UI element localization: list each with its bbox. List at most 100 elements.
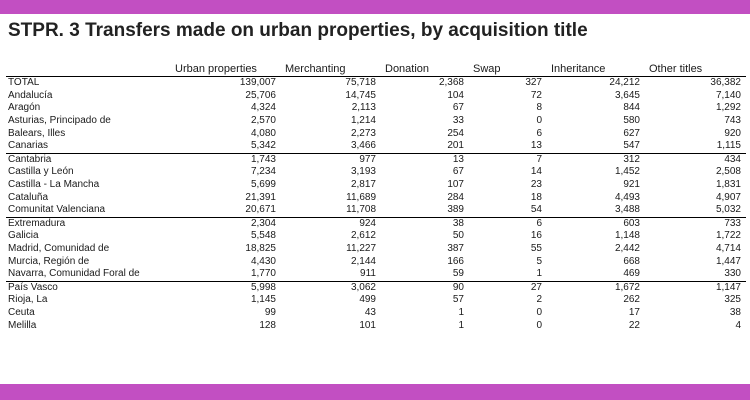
value-cell: 2,442 bbox=[614, 243, 640, 255]
value-cell: 38 bbox=[729, 306, 741, 318]
value-cell: 254 bbox=[447, 127, 464, 139]
header-cell: Donation bbox=[381, 62, 469, 77]
region-cell: Murcia, Región de bbox=[8, 255, 90, 267]
value-cell: 2 bbox=[536, 294, 542, 306]
value-cell: 387 bbox=[447, 243, 464, 255]
value-cell: 0 bbox=[536, 306, 542, 318]
value-cell: 844 bbox=[623, 102, 640, 114]
table-row: Murcia, Región de 4,430 2,144 166 5 668 1,447 bbox=[6, 255, 746, 268]
value-cell: 24,212 bbox=[609, 77, 640, 89]
value-cell: 262 bbox=[623, 294, 640, 306]
value-cell: 1,672 bbox=[547, 280, 645, 295]
table-row: Comunitat Valenciana 20,671 11,708 389 54 3,4… bbox=[6, 204, 746, 217]
value-cell: 924 bbox=[281, 216, 381, 231]
value-cell: 325 bbox=[724, 294, 741, 306]
value-cell: 22 bbox=[628, 319, 640, 331]
value-cell: 547 bbox=[623, 140, 640, 152]
value-cell: 2,570 bbox=[250, 115, 276, 127]
value-cell: 14,745 bbox=[345, 89, 376, 101]
value-cell: 1,452 bbox=[614, 166, 640, 178]
value-cell: 7 bbox=[469, 152, 547, 167]
region-cell: País Vasco bbox=[6, 280, 171, 295]
value-cell: 13 bbox=[530, 140, 542, 152]
region-cell: Canarias bbox=[8, 140, 49, 152]
region-cell: Andalucía bbox=[8, 89, 53, 101]
value-cell: 21,391 bbox=[245, 191, 276, 203]
value-cell: 7,140 bbox=[715, 89, 741, 101]
table-row: Cantabria 1,743 977 13 7 312 434 bbox=[6, 152, 746, 167]
header-row: Urban properties Merchanting Donation Sw… bbox=[6, 62, 746, 77]
value-cell: 1,214 bbox=[350, 115, 376, 127]
header-cell: Merchanting bbox=[281, 62, 381, 77]
table-row: Cataluña 21,391 11,689 284 18 4,493 4,907 bbox=[6, 191, 746, 204]
value-cell: 3,645 bbox=[614, 89, 640, 101]
value-cell: 2,304 bbox=[171, 216, 281, 231]
region-cell: Asturias, Principado de bbox=[8, 115, 111, 127]
region-cell: Madrid, Comunidad de bbox=[8, 243, 110, 255]
value-cell: 3,193 bbox=[350, 166, 376, 178]
value-cell: 2,273 bbox=[350, 127, 376, 139]
value-cell: 75,718 bbox=[345, 77, 376, 89]
value-cell: 4,430 bbox=[250, 255, 276, 267]
table-title: STPR. 3 Transfers made on urban properti… bbox=[8, 20, 588, 41]
value-cell: 743 bbox=[724, 115, 741, 127]
value-cell: 67 bbox=[452, 166, 464, 178]
table-row: Andalucía 25,706 14,745 104 72 3,645 7,140 bbox=[6, 90, 746, 103]
value-cell: 434 bbox=[645, 152, 746, 167]
value-cell: 1,292 bbox=[715, 102, 741, 114]
table-row: Melilla 128 101 1 0 22 4 bbox=[6, 319, 746, 332]
header-cell: Other titles bbox=[645, 62, 746, 77]
value-cell: 920 bbox=[724, 127, 741, 139]
value-cell: 1,145 bbox=[250, 294, 276, 306]
value-cell: 38 bbox=[381, 216, 469, 231]
value-cell: 6 bbox=[536, 127, 542, 139]
value-cell: 2,113 bbox=[351, 102, 376, 114]
value-cell: 911 bbox=[360, 268, 376, 280]
value-cell: 128 bbox=[259, 319, 276, 331]
table-row: Castilla - La Mancha 5,699 2,817 107 23 921 1,… bbox=[6, 179, 746, 192]
bottom-accent-band bbox=[0, 384, 750, 400]
value-cell: 1,147 bbox=[645, 280, 746, 295]
region-cell: Castilla - La Mancha bbox=[8, 179, 100, 191]
value-cell: 733 bbox=[645, 216, 746, 231]
value-cell: 90 bbox=[381, 280, 469, 295]
region-cell: Cantabria bbox=[6, 152, 171, 167]
header-cell: Urban properties bbox=[171, 62, 281, 77]
value-cell: 330 bbox=[724, 268, 741, 280]
value-cell: 284 bbox=[447, 191, 464, 203]
value-cell: 33 bbox=[452, 115, 464, 127]
table-row: Extremadura 2,304 924 38 6 603 733 bbox=[6, 216, 746, 231]
value-cell: 0 bbox=[536, 319, 542, 331]
value-cell: 5,032 bbox=[715, 204, 741, 216]
table-row: Balears, Illes 4,080 2,273 254 6 627 920 bbox=[6, 127, 746, 140]
value-cell: 1,743 bbox=[171, 152, 281, 167]
value-cell: 5 bbox=[536, 255, 542, 267]
region-cell: Melilla bbox=[8, 319, 37, 331]
value-cell: 16 bbox=[530, 230, 542, 242]
value-cell: 4,907 bbox=[715, 191, 741, 203]
header-cell: Swap bbox=[469, 62, 547, 77]
value-cell: 1 bbox=[458, 319, 464, 331]
region-cell: Castilla y León bbox=[8, 166, 74, 178]
value-cell: 2,508 bbox=[715, 166, 741, 178]
region-cell: Rioja, La bbox=[8, 294, 48, 306]
value-cell: 1 bbox=[536, 268, 542, 280]
value-cell: 1,447 bbox=[715, 255, 741, 267]
value-cell: 469 bbox=[623, 268, 640, 280]
value-cell: 101 bbox=[359, 319, 376, 331]
value-cell: 43 bbox=[364, 306, 376, 318]
value-cell: 327 bbox=[525, 77, 542, 89]
value-cell: 27 bbox=[469, 280, 547, 295]
region-cell: Aragón bbox=[8, 102, 41, 114]
value-cell: 6 bbox=[469, 216, 547, 231]
value-cell: 977 bbox=[281, 152, 381, 167]
value-cell: 4 bbox=[735, 319, 741, 331]
value-cell: 50 bbox=[452, 230, 464, 242]
value-cell: 104 bbox=[447, 89, 464, 101]
value-cell: 3,488 bbox=[614, 204, 640, 216]
value-cell: 921 bbox=[623, 179, 640, 191]
value-cell: 4,714 bbox=[715, 243, 741, 255]
value-cell: 36,382 bbox=[710, 77, 741, 89]
region-cell: Extremadura bbox=[6, 216, 171, 231]
header-cell: Inheritance bbox=[547, 62, 645, 77]
